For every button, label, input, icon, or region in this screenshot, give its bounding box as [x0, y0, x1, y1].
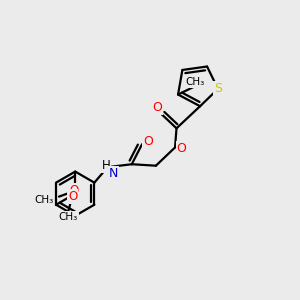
Text: H: H: [102, 159, 110, 172]
Text: O: O: [69, 184, 78, 197]
Text: O: O: [143, 135, 153, 148]
Text: O: O: [177, 142, 186, 155]
Text: CH₃: CH₃: [186, 77, 205, 87]
Text: S: S: [214, 82, 222, 95]
Text: CH₃: CH₃: [34, 195, 53, 205]
Text: O: O: [152, 101, 162, 114]
Text: N: N: [109, 167, 118, 180]
Text: CH₃: CH₃: [58, 212, 78, 222]
Text: O: O: [68, 190, 77, 203]
